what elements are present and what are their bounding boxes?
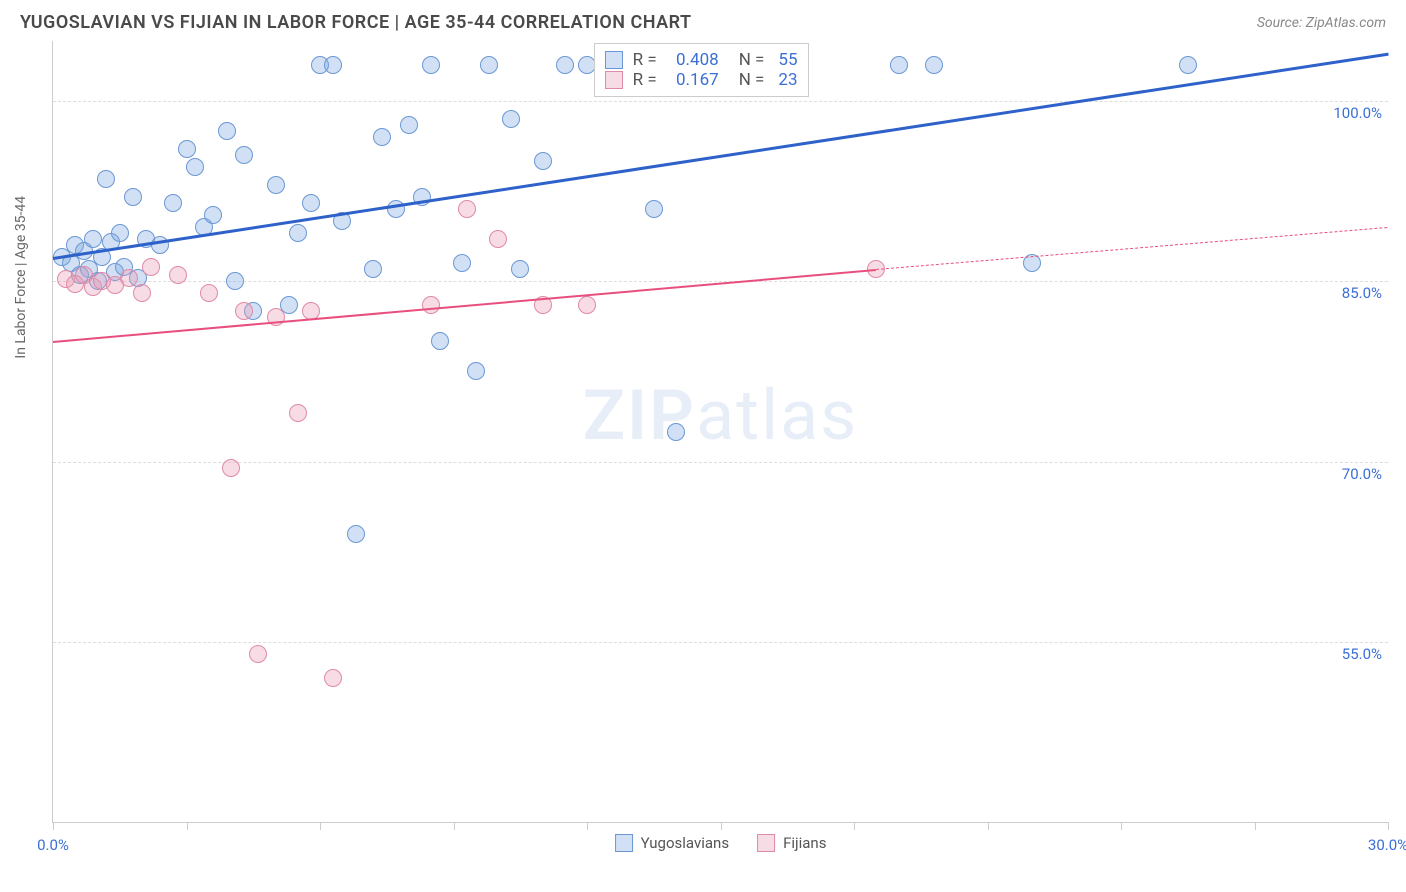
- chart-header: YUGOSLAVIAN VS FIJIAN IN LABOR FORCE | A…: [0, 0, 1406, 41]
- stat-r-label: R =: [633, 70, 657, 90]
- legend-item: Fijians: [757, 834, 826, 852]
- data-point: [324, 56, 342, 74]
- watermark: ZIPatlas: [583, 375, 859, 457]
- data-point: [400, 116, 418, 134]
- x-tick: [988, 822, 989, 830]
- data-point: [502, 110, 520, 128]
- data-point: [422, 296, 440, 314]
- data-point: [1179, 56, 1197, 74]
- stat-n-label: N =: [739, 50, 765, 70]
- data-point: [186, 158, 204, 176]
- data-point: [364, 260, 382, 278]
- data-point: [235, 146, 253, 164]
- data-point: [890, 56, 908, 74]
- x-tick: [587, 822, 588, 830]
- stats-row: R = 0.408 N = 55: [605, 50, 798, 70]
- gridline: [53, 642, 1388, 643]
- x-tick-label: 30.0%: [1368, 836, 1406, 854]
- legend-swatch: [605, 51, 623, 69]
- data-point: [645, 200, 663, 218]
- chart-title: YUGOSLAVIAN VS FIJIAN IN LABOR FORCE | A…: [20, 12, 692, 33]
- data-point: [178, 140, 196, 158]
- data-point: [235, 302, 253, 320]
- x-tick: [1121, 822, 1122, 830]
- data-point: [467, 362, 485, 380]
- data-point: [578, 296, 596, 314]
- x-tick: [320, 822, 321, 830]
- stat-r-label: R =: [633, 50, 657, 70]
- data-point: [164, 194, 182, 212]
- x-tick: [53, 822, 54, 830]
- data-point: [204, 206, 222, 224]
- data-point: [373, 128, 391, 146]
- x-tick: [721, 822, 722, 830]
- x-tick: [1255, 822, 1256, 830]
- y-tick-label: 100.0%: [1333, 104, 1382, 122]
- x-tick: [454, 822, 455, 830]
- y-tick-label: 70.0%: [1342, 465, 1382, 483]
- bottom-legend: Yugoslavians Fijians: [615, 834, 827, 852]
- data-point: [556, 56, 574, 74]
- data-point: [84, 230, 102, 248]
- stat-n-value: 23: [778, 70, 797, 90]
- x-tick: [187, 822, 188, 830]
- correlation-scatter-chart: In Labor Force | Age 35-44 ZIPatlas 55.0…: [52, 41, 1388, 823]
- data-point: [200, 284, 218, 302]
- data-point: [534, 152, 552, 170]
- legend-label: Yugoslavians: [641, 834, 730, 852]
- data-point: [249, 645, 267, 663]
- data-point: [667, 423, 685, 441]
- stats-row: R = 0.167 N = 23: [605, 70, 798, 90]
- stat-r-value: 0.167: [667, 70, 719, 90]
- data-point: [267, 176, 285, 194]
- data-point: [289, 224, 307, 242]
- data-point: [222, 459, 240, 477]
- data-point: [111, 224, 129, 242]
- data-point: [480, 56, 498, 74]
- data-point: [458, 200, 476, 218]
- y-tick-label: 85.0%: [1342, 284, 1382, 302]
- data-point: [422, 56, 440, 74]
- data-point: [289, 404, 307, 422]
- gridline: [53, 101, 1388, 102]
- data-point: [431, 332, 449, 350]
- data-point: [453, 254, 471, 272]
- chart-source: Source: ZipAtlas.com: [1257, 15, 1386, 31]
- y-tick-label: 55.0%: [1342, 645, 1382, 663]
- data-point: [511, 260, 529, 278]
- legend-item: Yugoslavians: [615, 834, 730, 852]
- data-point: [169, 266, 187, 284]
- gridline: [53, 462, 1388, 463]
- stats-legend-box: R = 0.408 N = 55 R = 0.167 N = 23: [594, 43, 809, 97]
- x-tick: [1388, 822, 1389, 830]
- data-point: [302, 194, 320, 212]
- stat-n-label: N =: [739, 70, 765, 90]
- data-point: [133, 284, 151, 302]
- data-point: [142, 258, 160, 276]
- data-point: [925, 56, 943, 74]
- y-axis-label: In Labor Force | Age 35-44: [13, 195, 29, 358]
- data-point: [226, 272, 244, 290]
- legend-swatch: [605, 71, 623, 89]
- x-tick: [854, 822, 855, 830]
- data-point: [97, 170, 115, 188]
- data-point: [489, 230, 507, 248]
- data-point: [124, 188, 142, 206]
- data-point: [324, 669, 342, 687]
- data-point: [218, 122, 236, 140]
- legend-swatch: [757, 834, 775, 852]
- data-point: [120, 269, 138, 287]
- stat-r-value: 0.408: [667, 50, 719, 70]
- legend-swatch: [615, 834, 633, 852]
- legend-label: Fijians: [783, 834, 826, 852]
- data-point: [347, 525, 365, 543]
- trend-line: [876, 227, 1388, 270]
- x-tick-label: 0.0%: [37, 836, 69, 854]
- stat-n-value: 55: [778, 50, 797, 70]
